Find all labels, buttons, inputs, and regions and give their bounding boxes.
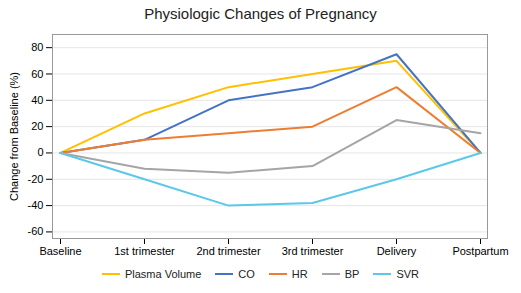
html-text:Plasma Volume: Plasma Volume (124, 268, 202, 280)
svg-text:Baseline: Baseline (39, 245, 81, 257)
svg-text:20: 20 (31, 120, 43, 132)
svg-text:-40: -40 (28, 199, 44, 211)
svg-text:Change from Baseline (%): Change from Baseline (%) (8, 72, 20, 201)
html-text:HR: HR (291, 268, 308, 280)
html-text:BP: BP (344, 268, 360, 280)
html-text:SVR: SVR (396, 268, 420, 280)
svg-text:80: 80 (31, 41, 43, 53)
svg-text:60: 60 (31, 68, 43, 80)
svg-text:-60: -60 (28, 225, 44, 237)
svg-text:40: 40 (31, 94, 43, 106)
svg-text:Postpartum: Postpartum (452, 245, 508, 257)
html-text:Physiologic Changes of Pregnan: Physiologic Changes of Pregnancy (144, 5, 377, 22)
svg-text:3rd trimester: 3rd trimester (282, 245, 344, 257)
svg-text:1st trimester: 1st trimester (114, 245, 175, 257)
svg-text:Delivery: Delivery (377, 245, 417, 257)
svg-text:-20: -20 (28, 173, 44, 185)
svg-text:2nd trimester: 2nd trimester (196, 245, 261, 257)
html-text:CO: CO (238, 268, 255, 280)
svg-text:0: 0 (37, 146, 43, 158)
